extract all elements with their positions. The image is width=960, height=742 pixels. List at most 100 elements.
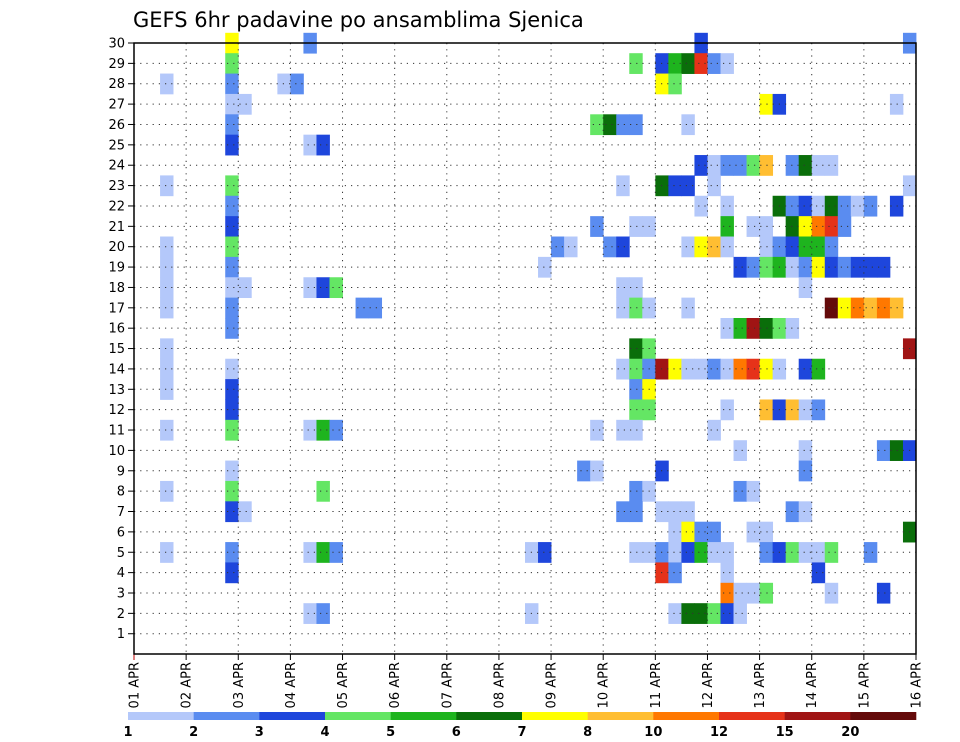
precip-cell xyxy=(681,358,695,380)
precip-cell xyxy=(225,318,239,339)
precip-cell xyxy=(733,358,747,380)
precip-cell xyxy=(225,53,239,74)
precip-cell xyxy=(824,155,839,176)
precip-cell xyxy=(225,195,239,217)
precip-cell xyxy=(616,114,630,136)
precip-cell xyxy=(629,542,643,563)
precip-cell xyxy=(668,501,682,523)
precip-cell xyxy=(225,358,239,380)
colorbar-swatch xyxy=(587,712,654,720)
y-tick-label: 14 xyxy=(108,362,125,377)
precip-cell xyxy=(850,297,865,319)
precip-cell xyxy=(746,256,760,278)
colorbar-label: 8 xyxy=(583,725,592,740)
precip-cell xyxy=(837,216,852,237)
x-tick-label: 11 APR xyxy=(649,662,664,708)
precip-cell xyxy=(616,419,630,441)
precip-cell xyxy=(824,256,839,278)
precip-cell xyxy=(668,521,682,543)
precip-cell xyxy=(225,399,239,421)
y-tick-label: 19 xyxy=(108,261,125,276)
precip-cell xyxy=(590,114,604,136)
precip-cell xyxy=(316,419,330,441)
precip-cell xyxy=(238,501,252,523)
precip-cell xyxy=(746,216,760,237)
precip-cell xyxy=(629,379,643,400)
precip-cell xyxy=(616,297,630,319)
precip-cell xyxy=(811,195,826,217)
x-tick-label: 13 APR xyxy=(753,662,768,708)
precip-cell xyxy=(837,195,852,217)
x-tick-label: 08 APR xyxy=(492,662,507,708)
dotted-grid xyxy=(134,42,916,654)
precip-cell xyxy=(160,236,174,258)
precip-cell xyxy=(811,216,826,237)
precip-cell xyxy=(329,419,343,441)
precip-cell xyxy=(290,73,304,95)
colorbar-swatch xyxy=(259,712,326,720)
precip-cell xyxy=(629,297,643,319)
precip-cell xyxy=(798,155,813,176)
colorbar-label: 6 xyxy=(452,725,461,740)
precip-cell xyxy=(707,603,721,624)
precip-cell xyxy=(798,195,813,217)
precip-cell xyxy=(746,521,760,543)
precip-cell xyxy=(629,216,643,237)
precip-cell xyxy=(720,236,734,258)
precip-cell xyxy=(707,53,721,74)
precip-cell xyxy=(798,277,813,299)
x-tick-label: 03 APR xyxy=(232,662,247,708)
precip-cell xyxy=(811,358,826,380)
precip-cell xyxy=(681,175,695,197)
precip-cell xyxy=(720,318,734,339)
precip-cell xyxy=(759,582,774,604)
y-tick-label: 11 xyxy=(108,424,125,439)
precip-cell xyxy=(733,440,747,461)
precip-cell xyxy=(681,236,695,258)
precip-cell xyxy=(225,114,239,136)
precip-cell xyxy=(824,582,839,604)
precip-cell xyxy=(160,480,174,502)
precip-cell xyxy=(759,542,774,563)
y-tick-label: 29 xyxy=(108,57,125,72)
precip-cell xyxy=(616,277,630,299)
precip-cell xyxy=(707,175,721,197)
precip-cell xyxy=(681,114,695,136)
colorbar-swatch xyxy=(325,712,391,720)
precip-cell xyxy=(798,236,813,258)
precip-cell xyxy=(798,460,813,482)
precip-cell xyxy=(850,256,865,278)
y-tick-label: 7 xyxy=(117,505,125,520)
precip-cell xyxy=(316,542,330,563)
precip-cell xyxy=(629,277,643,299)
y-tick-label: 1 xyxy=(117,627,125,642)
precip-cell xyxy=(316,480,330,502)
precip-cell xyxy=(798,542,813,563)
y-tick-label: 15 xyxy=(108,342,125,357)
precip-cell xyxy=(798,399,813,421)
precip-cell xyxy=(863,542,878,563)
precip-cell xyxy=(759,256,774,278)
precip-cell xyxy=(720,216,734,237)
precip-cell xyxy=(694,53,708,74)
precip-cell xyxy=(329,542,343,563)
precip-cell xyxy=(720,358,734,380)
precip-cell xyxy=(160,297,174,319)
y-tick-label: 27 xyxy=(108,98,125,113)
y-tick-label: 24 xyxy=(108,159,125,174)
precip-cell xyxy=(876,440,891,461)
colorbar-swatch xyxy=(719,712,785,720)
precip-cell xyxy=(733,155,747,176)
precip-cell xyxy=(603,236,617,258)
x-tick-label: 02 APR xyxy=(180,662,195,708)
precip-cell xyxy=(850,195,865,217)
precip-cell xyxy=(629,419,643,441)
precip-cell xyxy=(316,277,330,299)
precip-cell xyxy=(746,318,760,339)
precip-cell xyxy=(811,562,826,584)
precip-cell xyxy=(668,358,682,380)
precip-cell xyxy=(629,338,643,360)
precip-cell xyxy=(811,155,826,176)
precip-cell xyxy=(733,480,747,502)
precip-cell xyxy=(160,379,174,400)
